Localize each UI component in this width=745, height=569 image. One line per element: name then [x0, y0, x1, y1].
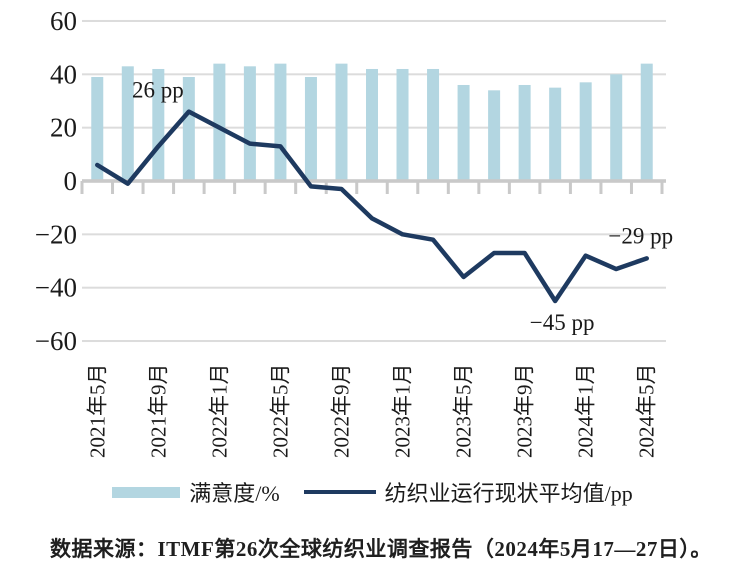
source-note: 数据来源：ITMF第26次全球纺织业调查报告（2024年5月17—27日）。 — [50, 537, 712, 561]
bar-satisfaction — [304, 76, 317, 181]
x-axis-tick — [111, 181, 115, 194]
y-tick-label: −40 — [35, 273, 77, 303]
x-axis-tick — [538, 181, 542, 194]
x-axis-tick — [599, 181, 603, 194]
x-tick-label: 2024年5月 — [635, 364, 659, 459]
x-axis-tick — [263, 181, 267, 194]
x-axis-tick — [355, 181, 359, 194]
x-tick-label: 2021年5月 — [85, 364, 109, 459]
line-series-swatch-icon — [303, 490, 376, 494]
x-axis-tick — [172, 181, 176, 194]
chart-legend: 满意度/% 纺织业运行现状平均值/pp — [0, 476, 745, 508]
y-tick-label: 40 — [50, 59, 77, 89]
y-tick-label: −60 — [35, 326, 77, 356]
legend-item-line-average: 纺织业运行现状平均值/pp — [303, 476, 633, 508]
grid-line — [82, 340, 666, 343]
x-axis-tick — [385, 181, 389, 194]
bar-satisfaction — [640, 63, 653, 181]
grid-line — [82, 233, 666, 236]
x-tick-label: 2022年9月 — [329, 364, 353, 459]
x-axis-tick — [416, 181, 420, 194]
bar-satisfaction — [366, 68, 378, 181]
bar-satisfaction — [549, 87, 562, 181]
y-tick-label: 20 — [50, 113, 77, 143]
x-axis-tick — [202, 181, 206, 194]
x-axis-tick — [446, 181, 450, 194]
x-axis-tick — [477, 181, 481, 194]
bar-satisfaction — [579, 82, 592, 181]
x-tick-label: 2024年1月 — [574, 364, 598, 459]
legend-item-satisfaction: 满意度/% — [112, 476, 280, 508]
line-series-legend-label: 纺织业运行现状平均值/pp — [384, 481, 633, 506]
bar-satisfaction — [488, 90, 501, 181]
bar-satisfaction — [457, 84, 470, 181]
y-tick-label: 60 — [50, 6, 77, 36]
bar-satisfaction — [243, 66, 256, 181]
data-label-annotation: 26 pp — [132, 78, 184, 103]
data-label-annotation: −29 pp — [608, 223, 673, 248]
x-tick-label: 2022年1月 — [207, 364, 231, 459]
satisfaction-combo-chart: 60 40 20 0 −20 −40 −60 2021年5月 2021年9月 2022年1月 202… — [35, 6, 673, 459]
bar-satisfaction — [91, 76, 104, 181]
bar-satisfaction — [335, 63, 348, 181]
x-axis-tick — [294, 181, 298, 194]
line-average-series — [95, 109, 649, 304]
x-axis-tick — [80, 181, 84, 194]
data-label-annotation: −45 pp — [530, 310, 595, 335]
x-axis-tick — [507, 181, 511, 194]
bar-satisfaction — [427, 68, 440, 181]
x-tick-label: 2022年5月 — [268, 364, 292, 459]
x-tick-label: 2023年1月 — [391, 364, 415, 459]
x-axis-tick — [141, 181, 145, 194]
bar-satisfaction — [518, 84, 531, 181]
x-tick-label: 2023年5月 — [452, 363, 476, 458]
x-axis-tick — [233, 181, 237, 194]
x-tick-label: 2021年9月 — [146, 364, 170, 459]
bar-satisfaction — [396, 68, 409, 181]
x-tick-label: 2023年9月 — [513, 364, 537, 459]
x-axis-tick — [629, 181, 633, 194]
bar-satisfaction — [274, 63, 287, 181]
bar-satisfaction — [121, 66, 134, 181]
grid-line — [82, 19, 666, 22]
y-tick-label: 0 — [64, 166, 78, 196]
bar-satisfaction — [213, 63, 226, 181]
bar-series-legend-label: 满意度/% — [189, 481, 280, 506]
bar-series-swatch-icon — [112, 486, 181, 498]
grid-line — [82, 286, 666, 289]
bar-satisfaction — [182, 76, 195, 181]
y-tick-label: −20 — [35, 219, 77, 249]
x-axis-line — [82, 179, 666, 183]
bar-satisfaction — [610, 74, 623, 181]
x-axis-tick — [568, 181, 572, 194]
x-axis-tick — [660, 181, 664, 194]
